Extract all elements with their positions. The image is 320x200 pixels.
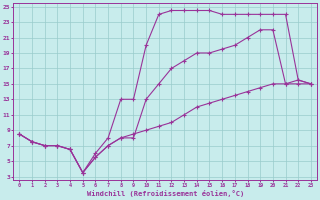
X-axis label: Windchill (Refroidissement éolien,°C): Windchill (Refroidissement éolien,°C) [86, 190, 244, 197]
